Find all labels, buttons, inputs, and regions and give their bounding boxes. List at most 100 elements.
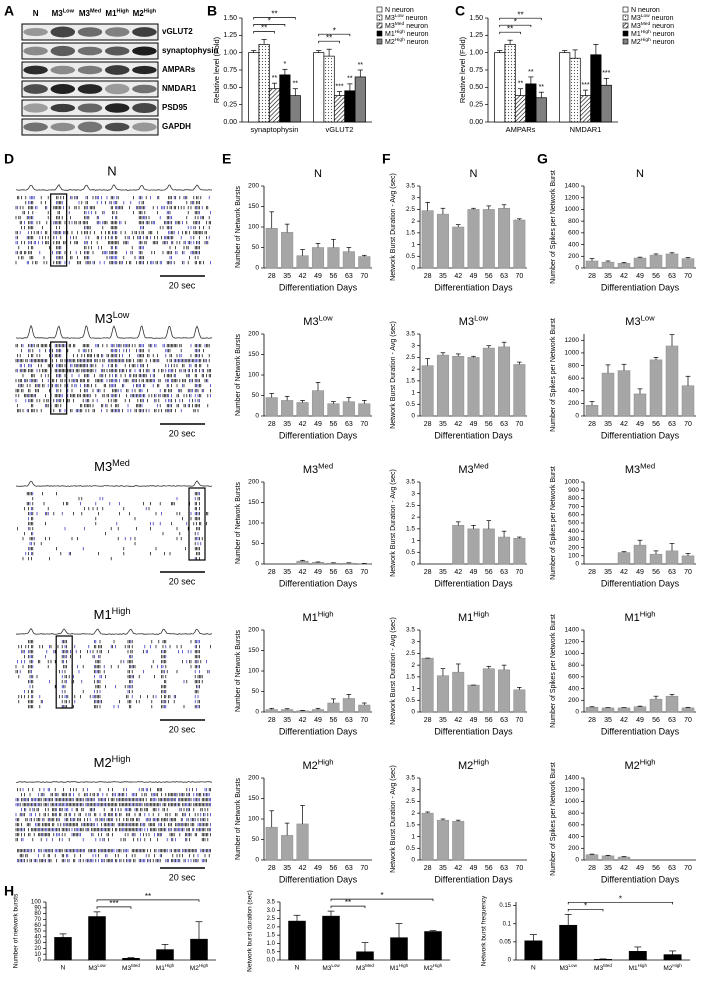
x-tick-label: 70 — [684, 421, 692, 428]
bar — [452, 821, 465, 861]
x-tick-label: 56 — [652, 273, 660, 280]
y-tick-label: 0 — [508, 958, 512, 964]
x-axis-label: Differentiation Days — [279, 282, 358, 292]
spike-ticks — [15, 236, 210, 240]
spike-ticks — [15, 251, 199, 255]
y-tick-label: 1200 — [565, 337, 580, 344]
spike-ticks — [29, 660, 202, 664]
spike-ticks — [19, 670, 210, 674]
y-tick-label: 400 — [568, 685, 579, 692]
spike-ticks — [28, 512, 209, 516]
y-tick-label: 800 — [568, 218, 579, 225]
x-tick-label: 49 — [636, 865, 644, 872]
significance-bracket — [318, 33, 351, 37]
x-tick-label: 63 — [668, 569, 676, 576]
significance-label: ** — [539, 84, 545, 91]
spike-ticks — [85, 226, 195, 230]
y-axis-label: Network Burst Duration - Avg (sec) — [390, 469, 397, 577]
significance-bracket — [253, 24, 286, 27]
legend-label: M1High neuron — [385, 29, 429, 38]
spike-ticks — [17, 354, 210, 358]
x-tick-label: 28 — [424, 865, 432, 872]
x-tick-label: 70 — [360, 421, 368, 428]
spike-ticks — [28, 522, 207, 526]
bar — [628, 951, 647, 961]
bar — [327, 247, 340, 269]
panel-label: C — [455, 3, 465, 19]
y-tick-label: 0 — [411, 265, 415, 272]
x-tick-label: 35 — [604, 569, 612, 576]
spike-ticks — [17, 196, 202, 200]
y-tick-label: 400 — [568, 241, 579, 248]
y-tick-label: 1.25 — [223, 32, 237, 39]
y-tick-label: 0 — [575, 857, 579, 864]
x-tick-label: 28 — [424, 717, 432, 724]
spike-ticks — [17, 660, 207, 664]
x-tick-label: 42 — [299, 273, 307, 280]
bar — [265, 227, 278, 269]
spike-ticks — [15, 803, 211, 807]
y-tick-label: 0.1 — [503, 921, 512, 927]
spike-ticks — [28, 216, 202, 220]
spike-ticks — [29, 685, 199, 689]
significance-label: ** — [293, 81, 299, 88]
spike-ticks — [31, 507, 147, 511]
y-tick-label: 200 — [568, 544, 579, 551]
spike-ticks — [33, 537, 199, 541]
significance-bracket — [499, 17, 542, 21]
x-tick-label: 70 — [684, 717, 692, 724]
significance-label: ** — [345, 898, 351, 907]
x-axis-label: Differentiation Days — [434, 282, 513, 292]
bar — [601, 261, 615, 269]
y-tick-label: 0 — [575, 413, 579, 420]
y-axis-label: Number of Network Bursts — [235, 333, 242, 416]
x-tick-label: 63 — [345, 421, 353, 428]
y-tick-label: 50 — [34, 929, 41, 935]
x-tick-label: 35 — [283, 421, 291, 428]
x-tick-label: 63 — [500, 421, 508, 428]
spike-ticks — [15, 359, 210, 363]
y-axis-label: Number of Spikes per Network Burst — [550, 762, 557, 876]
spike-ticks — [25, 849, 210, 853]
spike-ticks — [31, 675, 133, 679]
x-axis-label: Differentiation Days — [601, 430, 680, 440]
significance-label: ** — [507, 24, 513, 33]
significance-label: ** — [261, 24, 267, 33]
spike-ticks — [17, 369, 203, 373]
spike-ticks — [29, 502, 120, 506]
bar — [649, 254, 663, 269]
significance-bracket — [499, 24, 532, 28]
y-tick-label: 0 — [38, 958, 42, 964]
spike-ticks — [15, 670, 209, 674]
significance-label: ** — [145, 892, 151, 901]
chart-title: M2High — [458, 758, 489, 772]
significance-label: * — [619, 894, 622, 903]
y-tick-label: 1200 — [565, 638, 580, 645]
spike-ticks — [26, 261, 211, 265]
bar — [421, 657, 434, 713]
y-axis-label: Network Burst Duration - Avg (sec) — [390, 765, 397, 873]
significance-bracket — [499, 31, 521, 35]
blot-band — [132, 46, 157, 56]
spike-ticks — [28, 394, 211, 398]
bar — [436, 675, 449, 713]
spike-ticks — [19, 231, 179, 235]
blot-band — [23, 103, 48, 113]
bar — [327, 562, 340, 565]
x-tick-label: 70 — [515, 569, 523, 576]
y-tick-label: 50 — [252, 688, 260, 695]
bar — [311, 390, 325, 417]
y-tick-label: 400 — [568, 528, 579, 535]
bar — [281, 232, 294, 269]
x-tick-label: 63 — [500, 569, 508, 576]
bar — [482, 347, 495, 417]
x-axis-label: Differentiation Days — [279, 874, 358, 884]
y-tick-label: 600 — [568, 230, 579, 237]
x-tick-label: 42 — [299, 421, 307, 428]
y-tick-label: 0 — [575, 265, 579, 272]
significance-label: *** — [109, 899, 118, 908]
bar — [504, 43, 516, 123]
y-tick-label: 1000 — [565, 479, 580, 486]
bar — [156, 949, 174, 961]
